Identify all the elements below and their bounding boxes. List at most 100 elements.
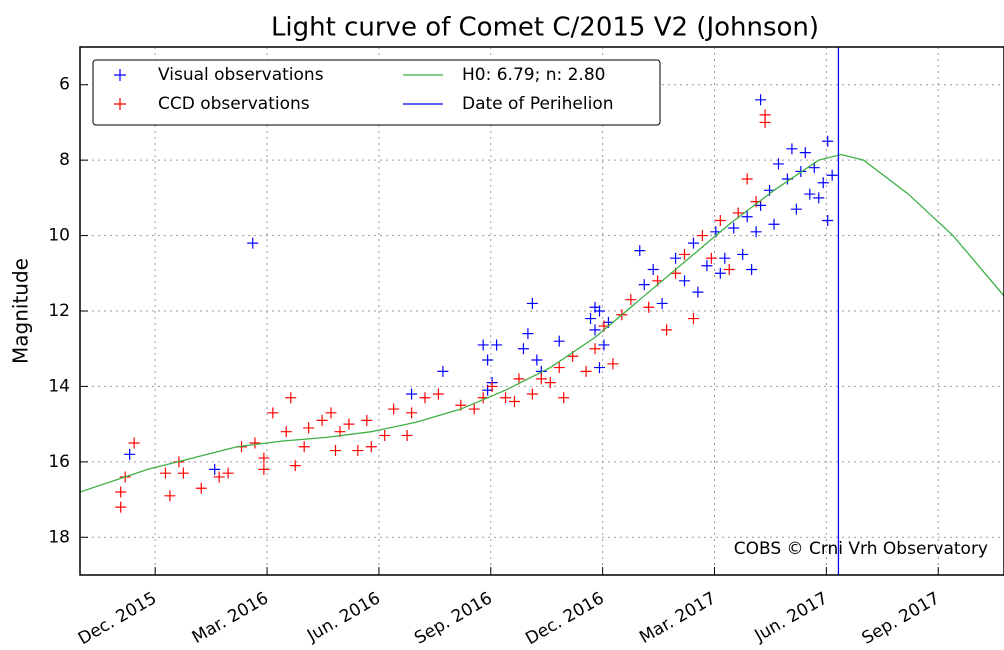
observation-marker [670,252,682,264]
observation-marker [124,448,136,460]
observation-marker [696,230,708,242]
x-tick-label: Sep. 2016 [411,588,496,648]
legend-marker [114,69,126,81]
observation-marker [419,392,431,404]
x-tick-label: Jun. 2017 [751,588,832,646]
observation-marker [585,313,597,325]
observation-marker [589,343,601,355]
observation-marker [719,252,731,264]
observation-marker [500,392,512,404]
observation-marker [267,407,279,419]
observation-marker [817,177,829,189]
observation-marker [535,373,547,385]
observation-marker [406,407,418,419]
observation-marker [522,328,534,340]
observation-marker [517,343,529,355]
observation-marker [786,143,798,155]
observation-marker [213,471,225,483]
observation-marker [714,267,726,279]
observation-marker [164,490,176,502]
y-tick-label: 12 [48,301,70,321]
observation-marker [741,173,753,185]
observation-marker [679,248,691,260]
observation-marker [580,365,592,377]
observation-marker [432,388,444,400]
observation-marker [316,414,328,426]
observation-marker [531,354,543,366]
observation-marker [159,467,171,479]
observation-marker [477,339,489,351]
observation-marker [589,301,601,313]
y-tick-label: 18 [48,527,70,547]
observation-marker [826,169,838,181]
observation-marker [772,158,784,170]
observation-marker [553,335,565,347]
observation-marker [303,422,315,434]
legend-label: Date of Perihelion [462,94,614,114]
observation-marker [379,429,391,441]
observation-marker [406,388,418,400]
observation-marker [258,463,270,475]
observation-marker [822,135,834,147]
observation-marker [759,116,771,128]
observation-marker [804,188,816,200]
observation-marker [732,207,744,219]
observation-marker [634,245,646,257]
observation-marker [209,463,221,475]
legend-marker [114,98,126,110]
observation-marker [289,460,301,472]
observation-marker [343,418,355,430]
observation-marker [482,354,494,366]
observation-marker [679,275,691,287]
y-tick-label: 16 [48,452,70,472]
observation-marker [598,339,610,351]
observation-marker [589,324,601,336]
observation-marker [361,414,373,426]
observation-marker [813,192,825,204]
y-axis-label: Magnitude [9,258,33,364]
observation-marker [728,222,740,234]
observation-marker [822,214,834,226]
observation-marker [638,279,650,291]
observation-marker [692,286,704,298]
observation-marker [526,388,538,400]
y-tick-label: 14 [48,376,70,396]
observation-marker [647,264,659,276]
plot-area [80,47,1004,575]
observation-marker [544,377,556,389]
observation-marker [737,248,749,260]
observation-marker [329,445,341,457]
observation-marker [115,486,127,498]
observation-marker [491,339,503,351]
plot-frame [79,46,1004,576]
observation-marker [280,426,292,438]
observation-marker [553,362,565,374]
observation-marker [249,437,261,449]
observation-marker [687,313,699,325]
observation-marker [508,396,520,408]
observation-marker [195,482,207,494]
observation-marker [625,294,637,306]
legend: Visual observations CCD observations H0: 6… [92,59,661,126]
observation-marker [661,324,673,336]
observation-marker [746,264,758,276]
y-tick-label: 8 [59,150,70,170]
observation-marker [177,467,189,479]
observation-marker [258,452,270,464]
x-tick-label: Jun. 2016 [303,588,384,646]
legend-label: Visual observations [158,65,324,85]
observation-marker [115,501,127,513]
observation-marker [128,437,140,449]
observation-marker [808,162,820,174]
observation-marker [790,203,802,215]
x-tick-label: Mar. 2016 [189,588,272,648]
observation-marker [468,403,480,415]
observation-marker [741,211,753,223]
annotation: COBS © Crni Vrh Observatory [734,539,988,559]
observation-marker [285,392,297,404]
observation-marker [750,226,762,238]
observation-marker [222,467,234,479]
observation-marker [643,301,655,313]
